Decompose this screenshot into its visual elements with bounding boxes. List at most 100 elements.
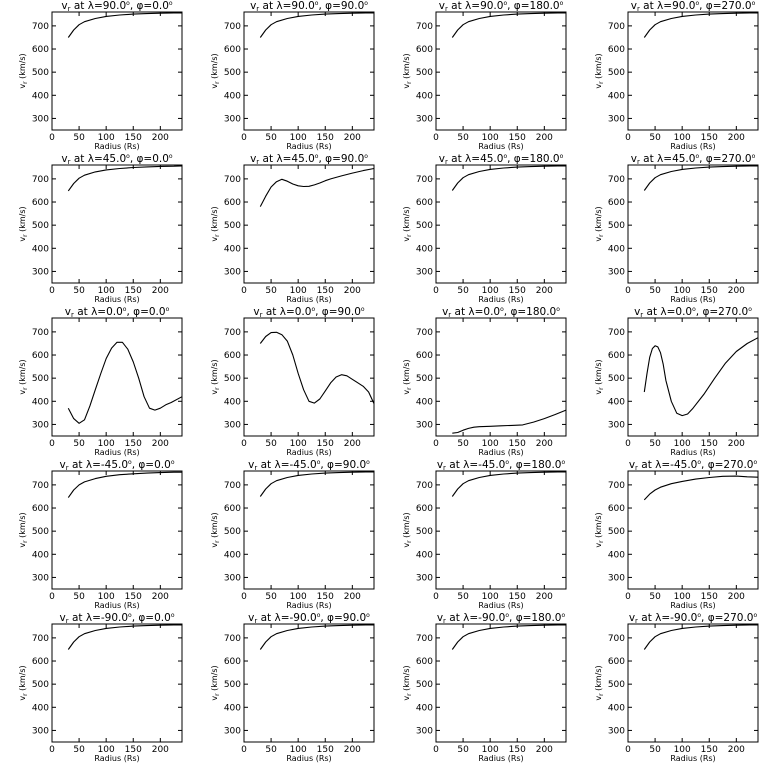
y-tick-label: 300 xyxy=(32,726,49,736)
chart-title: vr at λ=-45.0o, φ=180.0o xyxy=(437,459,566,472)
y-tick-label: 600 xyxy=(32,351,49,361)
x-tick-label: 0 xyxy=(49,133,55,143)
chart-panel: vr at λ=-90.0o, φ=180.0o 0 50 100 150 200 300 4… xyxy=(402,612,567,763)
y-tick-label: 500 xyxy=(608,221,625,231)
x-tick-label: 200 xyxy=(536,133,553,143)
y-axis-label: vr (km/s) xyxy=(402,512,413,547)
y-axis-label: vr (km/s) xyxy=(210,512,221,547)
series-line xyxy=(259,331,375,404)
plot-frame xyxy=(51,470,183,590)
y-axis-label: vr (km/s) xyxy=(594,512,605,547)
x-axis-label: Radius (Rs) xyxy=(670,754,715,763)
y-tick-label: 300 xyxy=(224,420,241,430)
y-tick-label: 600 xyxy=(224,45,241,55)
x-tick-label: 100 xyxy=(290,592,307,602)
plot-frame xyxy=(627,164,759,284)
y-tick-label: 700 xyxy=(608,634,625,644)
x-tick-label: 150 xyxy=(317,745,334,755)
y-axis-label: vr (km/s) xyxy=(18,359,29,394)
y-axis-label: vr (km/s) xyxy=(210,206,221,241)
y-tick-label: 700 xyxy=(608,22,625,32)
y-tick-label: 600 xyxy=(32,504,49,514)
chart-title: vr at λ=90.0o, φ=0.0o xyxy=(61,0,173,13)
x-tick-label: 50 xyxy=(649,439,661,449)
y-tick-label: 600 xyxy=(224,504,241,514)
x-tick-label: 100 xyxy=(98,133,115,143)
y-tick-label: 700 xyxy=(416,481,433,491)
y-axis-label: vr (km/s) xyxy=(594,359,605,394)
y-tick-label: 700 xyxy=(32,634,49,644)
y-tick-label: 600 xyxy=(416,45,433,55)
x-tick-label: 0 xyxy=(625,286,631,296)
x-tick-label: 0 xyxy=(241,439,247,449)
chart-title: vr at λ=0.0o, φ=0.0o xyxy=(65,306,170,319)
plot-frame xyxy=(243,470,375,590)
y-tick-label: 600 xyxy=(416,504,433,514)
chart-title: vr at λ=0.0o, φ=180.0o xyxy=(442,306,560,319)
x-tick-label: 0 xyxy=(241,592,247,602)
x-axis-label: Radius (Rs) xyxy=(94,601,139,610)
y-tick-label: 500 xyxy=(224,527,241,537)
chart-panel: vr at λ=0.0o, φ=0.0o 0 50 100 150 200 300 400 50… xyxy=(18,306,183,457)
x-axis-label: Radius (Rs) xyxy=(286,754,331,763)
x-axis-label: Radius (Rs) xyxy=(478,601,523,610)
x-tick-label: 0 xyxy=(625,592,631,602)
chart-panel: vr at λ=90.0o, φ=270.0o 0 50 100 150 200 300 40… xyxy=(594,0,759,151)
y-axis-label: vr (km/s) xyxy=(402,359,413,394)
y-axis-label: vr (km/s) xyxy=(594,206,605,241)
x-tick-label: 50 xyxy=(265,133,277,143)
y-tick-label: 600 xyxy=(608,198,625,208)
y-tick-label: 700 xyxy=(416,328,433,338)
series-line xyxy=(259,167,375,207)
x-tick-label: 0 xyxy=(625,133,631,143)
x-tick-label: 200 xyxy=(344,745,361,755)
x-tick-label: 200 xyxy=(344,439,361,449)
x-tick-label: 50 xyxy=(73,286,85,296)
y-tick-label: 300 xyxy=(32,420,49,430)
chart-title: vr at λ=45.0o, φ=270.0o xyxy=(631,153,756,166)
chart-title: vr at λ=90.0o, φ=270.0o xyxy=(631,0,756,13)
x-tick-label: 100 xyxy=(98,745,115,755)
y-tick-label: 600 xyxy=(416,198,433,208)
x-tick-label: 200 xyxy=(728,286,745,296)
y-tick-label: 700 xyxy=(32,328,49,338)
x-tick-label: 150 xyxy=(701,439,718,449)
plot-frame xyxy=(51,317,183,437)
series-line xyxy=(452,409,567,434)
y-tick-label: 300 xyxy=(608,114,625,124)
chart-panel: vr at λ=-45.0o, φ=180.0o 0 50 100 150 200 300 4… xyxy=(402,459,567,610)
x-tick-label: 100 xyxy=(482,133,499,143)
x-tick-label: 200 xyxy=(536,286,553,296)
y-tick-label: 500 xyxy=(608,374,625,384)
x-tick-label: 0 xyxy=(625,439,631,449)
y-tick-label: 600 xyxy=(32,198,49,208)
y-tick-label: 500 xyxy=(416,527,433,537)
y-tick-label: 500 xyxy=(416,374,433,384)
plot-frame xyxy=(243,317,375,437)
x-tick-label: 150 xyxy=(509,286,526,296)
x-axis-label: Radius (Rs) xyxy=(478,754,523,763)
x-tick-label: 100 xyxy=(482,592,499,602)
x-axis-label: Radius (Rs) xyxy=(94,142,139,151)
x-tick-label: 50 xyxy=(73,439,85,449)
y-axis-label: vr (km/s) xyxy=(594,53,605,88)
chart-panel: vr at λ=45.0o, φ=90.0o 0 50 100 150 200 300 400… xyxy=(210,153,375,304)
plot-frame xyxy=(243,164,375,284)
x-tick-label: 50 xyxy=(73,592,85,602)
chart-title: vr at λ=-45.0o, φ=90.0o xyxy=(248,459,370,472)
chart-panel: vr at λ=-45.0o, φ=90.0o 0 50 100 150 200 300 40… xyxy=(210,459,375,610)
y-tick-label: 400 xyxy=(224,397,241,407)
y-tick-label: 400 xyxy=(32,244,49,254)
y-axis-label: vr (km/s) xyxy=(18,53,29,88)
x-tick-label: 50 xyxy=(457,133,469,143)
y-tick-label: 500 xyxy=(608,527,625,537)
y-tick-label: 400 xyxy=(32,550,49,560)
y-tick-label: 700 xyxy=(608,175,625,185)
y-tick-label: 700 xyxy=(224,22,241,32)
x-tick-label: 150 xyxy=(317,439,334,449)
x-tick-label: 50 xyxy=(649,286,661,296)
chart-title: vr at λ=-45.0o, φ=270.0o xyxy=(629,459,758,472)
x-tick-label: 150 xyxy=(317,286,334,296)
x-tick-label: 150 xyxy=(317,592,334,602)
x-tick-label: 200 xyxy=(536,745,553,755)
